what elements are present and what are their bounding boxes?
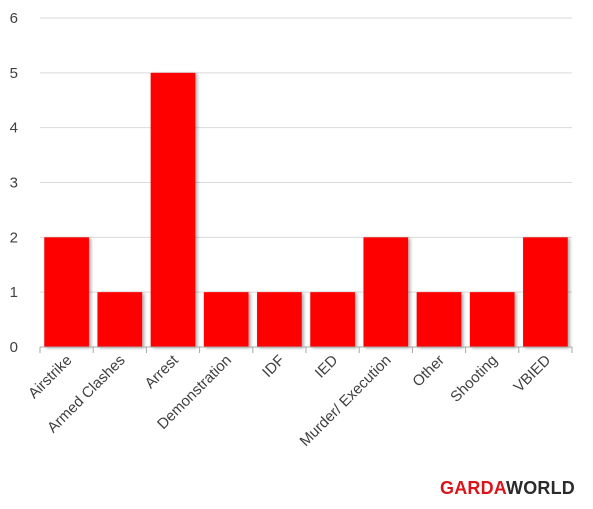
y-tick-label: 5 [10, 65, 18, 82]
bar [203, 292, 249, 347]
bar [150, 72, 196, 347]
y-tick-label: 6 [10, 10, 18, 27]
x-tick-label: Other [409, 352, 448, 391]
y-tick-label: 2 [10, 229, 18, 246]
x-axis [39, 346, 573, 353]
bar [363, 237, 409, 347]
bar [416, 292, 462, 347]
x-tick-label: VBIED [510, 352, 554, 396]
x-tick-label: Shooting [447, 352, 501, 406]
logo-world-text: WORLD [506, 478, 575, 498]
bar [469, 292, 515, 347]
x-tick-label: IED [312, 352, 342, 382]
gardaworld-logo: GARDAWORLD [440, 478, 575, 499]
bar [44, 237, 89, 347]
bar [257, 292, 302, 347]
logo-garda-text: GARDA [440, 478, 507, 498]
x-tick-label: Arrest [142, 351, 183, 392]
y-axis-ticks: 0 1 2 3 4 5 6 [10, 10, 18, 356]
y-tick-label: 3 [10, 175, 18, 192]
gridlines [40, 17, 572, 293]
bars [44, 72, 568, 347]
y-tick-label: 1 [10, 284, 18, 301]
y-tick-label: 0 [10, 339, 18, 356]
bar [310, 292, 355, 347]
bar [523, 237, 568, 347]
x-tick-label: Murder/ Execution [297, 352, 395, 450]
x-tick-label: Airstrike [25, 352, 75, 402]
y-tick-label: 4 [10, 120, 18, 137]
x-tick-label: IDF [259, 352, 288, 381]
bar [97, 292, 143, 347]
